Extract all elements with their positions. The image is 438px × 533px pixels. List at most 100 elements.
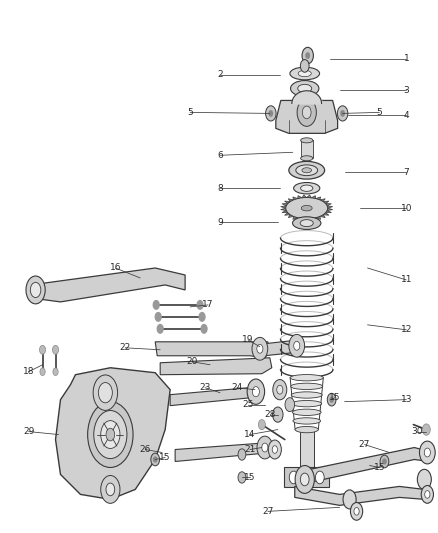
Ellipse shape: [291, 383, 323, 390]
Circle shape: [153, 301, 159, 309]
Polygon shape: [155, 342, 270, 358]
Circle shape: [294, 341, 300, 350]
Text: 29: 29: [23, 427, 34, 436]
Text: 10: 10: [401, 204, 412, 213]
Circle shape: [337, 106, 348, 121]
Text: 25: 25: [242, 400, 254, 409]
Text: 19: 19: [242, 335, 254, 344]
Text: 15: 15: [374, 463, 385, 472]
Polygon shape: [255, 340, 302, 357]
Ellipse shape: [298, 70, 311, 77]
Text: 15: 15: [244, 473, 256, 482]
Circle shape: [289, 334, 304, 357]
Circle shape: [93, 375, 117, 410]
Text: 17: 17: [202, 301, 214, 309]
Circle shape: [199, 312, 205, 321]
Text: 15: 15: [159, 453, 171, 462]
Circle shape: [101, 421, 120, 448]
Circle shape: [424, 448, 431, 457]
Circle shape: [157, 325, 163, 333]
Circle shape: [417, 470, 431, 490]
Text: 21: 21: [244, 445, 256, 454]
Ellipse shape: [293, 217, 321, 229]
Ellipse shape: [286, 198, 328, 219]
Polygon shape: [170, 386, 262, 406]
Circle shape: [252, 386, 259, 397]
Text: 13: 13: [401, 395, 412, 404]
Ellipse shape: [293, 182, 320, 194]
Circle shape: [327, 393, 336, 406]
Circle shape: [420, 441, 435, 464]
Circle shape: [340, 110, 345, 117]
Polygon shape: [56, 368, 170, 499]
Text: 5: 5: [187, 108, 193, 117]
Circle shape: [26, 276, 45, 304]
Circle shape: [258, 419, 265, 430]
Circle shape: [300, 60, 309, 72]
Polygon shape: [175, 442, 272, 462]
Circle shape: [315, 471, 324, 484]
Circle shape: [40, 368, 45, 376]
Polygon shape: [160, 358, 272, 375]
Circle shape: [53, 345, 59, 354]
Circle shape: [425, 490, 430, 498]
Circle shape: [257, 436, 273, 459]
Ellipse shape: [300, 220, 313, 227]
Ellipse shape: [300, 138, 313, 143]
Circle shape: [106, 428, 115, 441]
Text: 2: 2: [217, 70, 223, 79]
Ellipse shape: [291, 392, 322, 398]
Text: 18: 18: [23, 367, 34, 376]
Text: 15: 15: [329, 393, 340, 402]
Circle shape: [30, 282, 41, 297]
Text: 28: 28: [264, 410, 276, 419]
Polygon shape: [276, 100, 338, 133]
Circle shape: [421, 486, 434, 503]
Circle shape: [277, 385, 283, 394]
Text: 5: 5: [377, 108, 382, 117]
Circle shape: [422, 424, 430, 435]
Circle shape: [343, 490, 356, 509]
Ellipse shape: [290, 67, 320, 80]
Ellipse shape: [302, 168, 311, 173]
Circle shape: [272, 407, 283, 422]
Circle shape: [354, 507, 359, 515]
Text: 27: 27: [359, 440, 370, 449]
Text: 20: 20: [187, 357, 198, 366]
Circle shape: [238, 449, 246, 460]
Ellipse shape: [290, 80, 319, 96]
Text: 26: 26: [140, 445, 151, 454]
Text: 16: 16: [110, 263, 121, 272]
Text: 11: 11: [401, 276, 412, 285]
Text: 27: 27: [262, 507, 274, 516]
Circle shape: [272, 446, 277, 454]
Ellipse shape: [296, 165, 318, 176]
Polygon shape: [31, 268, 185, 302]
Circle shape: [297, 99, 316, 126]
Circle shape: [257, 344, 263, 353]
Ellipse shape: [292, 400, 321, 407]
Circle shape: [380, 455, 389, 468]
Circle shape: [273, 379, 287, 400]
Circle shape: [197, 301, 203, 309]
Ellipse shape: [300, 185, 313, 191]
Text: 30: 30: [412, 427, 423, 436]
Text: 8: 8: [217, 184, 223, 193]
Polygon shape: [300, 448, 429, 489]
Circle shape: [300, 473, 309, 486]
Circle shape: [262, 443, 268, 452]
Ellipse shape: [289, 161, 325, 179]
Circle shape: [268, 440, 281, 459]
Circle shape: [101, 475, 120, 503]
Text: 6: 6: [217, 151, 223, 160]
Circle shape: [94, 410, 127, 458]
Polygon shape: [295, 487, 425, 505]
Text: 24: 24: [231, 383, 243, 392]
Circle shape: [155, 312, 161, 321]
Text: 7: 7: [403, 168, 409, 177]
Text: 3: 3: [403, 86, 409, 95]
Circle shape: [295, 465, 314, 494]
Ellipse shape: [300, 156, 313, 161]
Circle shape: [350, 503, 363, 520]
Text: 22: 22: [120, 343, 131, 352]
